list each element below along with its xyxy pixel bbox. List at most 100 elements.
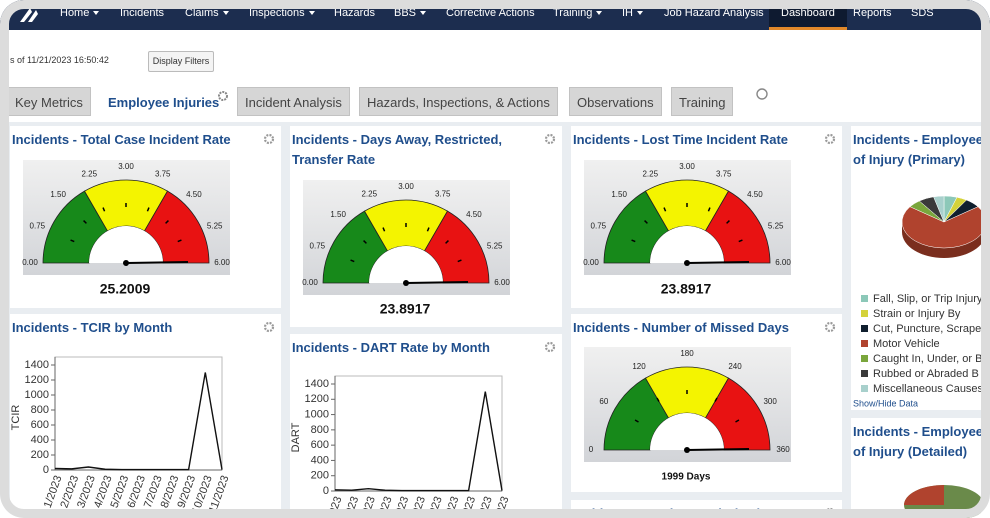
nav-item[interactable]: Hazards xyxy=(334,0,375,30)
nav-item[interactable]: BBS xyxy=(394,0,427,30)
gauge-label: 3.75 xyxy=(435,189,451,198)
gauge-needle-pivot xyxy=(403,280,409,286)
tab-settings-icon xyxy=(218,91,228,101)
y-tick-label: 800 xyxy=(31,404,49,416)
gauge-needle xyxy=(405,281,469,284)
tab[interactable]: Observations xyxy=(569,87,662,116)
settings-icon xyxy=(824,133,836,145)
gauge-label: 1.50 xyxy=(330,210,346,219)
gauge-needle-pivot xyxy=(684,260,690,266)
nav-item[interactable]: IH xyxy=(622,0,643,30)
nav-item[interactable]: Corrective Actions xyxy=(446,0,535,30)
gauge-label: 180 xyxy=(680,349,694,358)
panel-title-line: Incidents - Employee xyxy=(853,132,984,147)
nav-label[interactable]: IH xyxy=(622,7,633,19)
gauge-label: 4.50 xyxy=(747,190,763,199)
legend-label: Cut, Puncture, Scrape xyxy=(873,323,981,335)
nav-label[interactable]: SDS xyxy=(911,7,934,19)
display-filters-button[interactable]: Display Filters xyxy=(148,51,214,72)
nav-label[interactable]: BBS xyxy=(394,7,417,19)
nav-label[interactable]: Corrective Actions xyxy=(446,7,535,19)
panel-title: Incidents - Days Away, Restricted, Trans… xyxy=(292,132,502,167)
nav-label[interactable]: Home xyxy=(60,7,90,19)
nav-label[interactable]: Incidents xyxy=(120,7,165,19)
nav-item[interactable]: SDS xyxy=(911,0,934,30)
legend-label: Caught In, Under, or B xyxy=(873,353,982,365)
panel-title: Incidents - Total Case Incident Rate xyxy=(12,132,231,147)
gauge-label: 6.00 xyxy=(214,258,230,267)
y-tick-label: 1000 xyxy=(25,389,49,401)
y-tick-label: 800 xyxy=(311,424,329,436)
panel-title: Incidents - Number of Missed Days xyxy=(573,320,789,335)
dropdown-caret xyxy=(93,11,100,16)
nav-item[interactable]: Reports xyxy=(853,0,892,30)
nav-item[interactable]: Job Hazard Analysis xyxy=(664,0,764,30)
gauge-label: 0.00 xyxy=(302,278,318,287)
nav-label[interactable]: Inspections xyxy=(249,7,305,19)
panel-title-line: of Injury (Primary) xyxy=(853,152,965,167)
y-tick-label: 1000 xyxy=(305,408,329,420)
tab[interactable]: Key Metrics xyxy=(7,87,91,116)
settings-icon xyxy=(544,341,556,353)
gauge-label: 6.00 xyxy=(775,258,791,267)
legend-label: Motor Vehicle xyxy=(873,338,940,350)
settings-icon xyxy=(824,507,836,518)
nav-item[interactable]: Incidents xyxy=(120,0,164,30)
line-chart: 0200400600800100012001400DART1/20232/202… xyxy=(290,375,512,518)
gauge-label: 2.25 xyxy=(361,189,377,198)
nav-label[interactable]: Job Hazard Analysis xyxy=(664,7,764,19)
nav-label[interactable]: Hazards xyxy=(334,7,375,19)
tab[interactable]: Training xyxy=(671,87,734,116)
y-tick-label: 0 xyxy=(323,485,329,497)
nav-item[interactable]: Inspections xyxy=(249,0,315,30)
data-line xyxy=(54,372,223,471)
y-tick-label: 1400 xyxy=(305,378,329,390)
gauge-label: 5.25 xyxy=(768,221,784,230)
nav-item[interactable]: Home xyxy=(60,0,100,30)
panel: Incidents - Employee of Injury (Primary) xyxy=(851,126,990,410)
logo[interactable] xyxy=(18,4,40,24)
gauge-label: 300 xyxy=(763,397,777,406)
legend-swatch xyxy=(861,355,868,362)
gauge-label: 360 xyxy=(776,445,790,454)
line-chart: 0200400600800100012001400TCIR1/20232/202… xyxy=(10,356,232,515)
nav-label[interactable]: Reports xyxy=(853,7,892,19)
nav-label[interactable]: Claims xyxy=(185,7,219,19)
gauge-label: 60 xyxy=(599,397,608,406)
y-tick-label: 200 xyxy=(311,470,329,482)
nav-label[interactable]: Dashboard xyxy=(781,7,835,19)
settings-icon xyxy=(263,133,275,145)
data-line xyxy=(334,391,503,492)
tab[interactable]: Incident Analysis xyxy=(237,87,350,116)
nav-item[interactable]: Training xyxy=(553,0,603,30)
gauge-needle xyxy=(686,261,750,264)
y-axis-label: TCIR xyxy=(10,405,22,431)
show-hide-link: Show/Hide Data xyxy=(853,398,918,408)
gauge-value: 1999 Days xyxy=(662,472,711,483)
gauge-label: 0.75 xyxy=(591,221,607,230)
gauge-tick xyxy=(83,220,87,224)
legend-label: Miscellaneous Causes xyxy=(873,383,984,395)
dropdown-caret xyxy=(222,11,229,16)
settings-icon xyxy=(263,321,275,333)
settings-icon xyxy=(824,321,836,333)
gauge-tick xyxy=(445,240,449,244)
gauge-label: 0.00 xyxy=(22,258,38,267)
gauge: 0.00 0.75 1.50 2.25 3.00 3.75 4.50 5.25 6.00 25.2… xyxy=(22,160,230,297)
nav-label[interactable]: Training xyxy=(553,7,593,19)
gauge-label: 2.25 xyxy=(81,169,97,178)
tab[interactable]: Employee Injuries xyxy=(100,87,237,116)
gauge-tick xyxy=(634,419,639,423)
plot-area xyxy=(334,375,503,492)
gauge-label: 120 xyxy=(632,362,646,371)
gauge-label: 3.75 xyxy=(716,169,732,178)
gauge-label: 3.00 xyxy=(118,162,134,171)
tab[interactable]: Hazards, Inspections, & Actions xyxy=(359,87,558,116)
gauge-tick xyxy=(707,207,711,212)
gauge-tick xyxy=(146,207,150,212)
nav-item[interactable]: Claims xyxy=(185,0,229,30)
panel-title-line: Incidents - Employee xyxy=(853,424,984,439)
y-tick-label: 200 xyxy=(31,449,49,461)
gauge-tick xyxy=(726,220,730,224)
panel-title: Incidents - TCIR by Month xyxy=(12,320,173,335)
